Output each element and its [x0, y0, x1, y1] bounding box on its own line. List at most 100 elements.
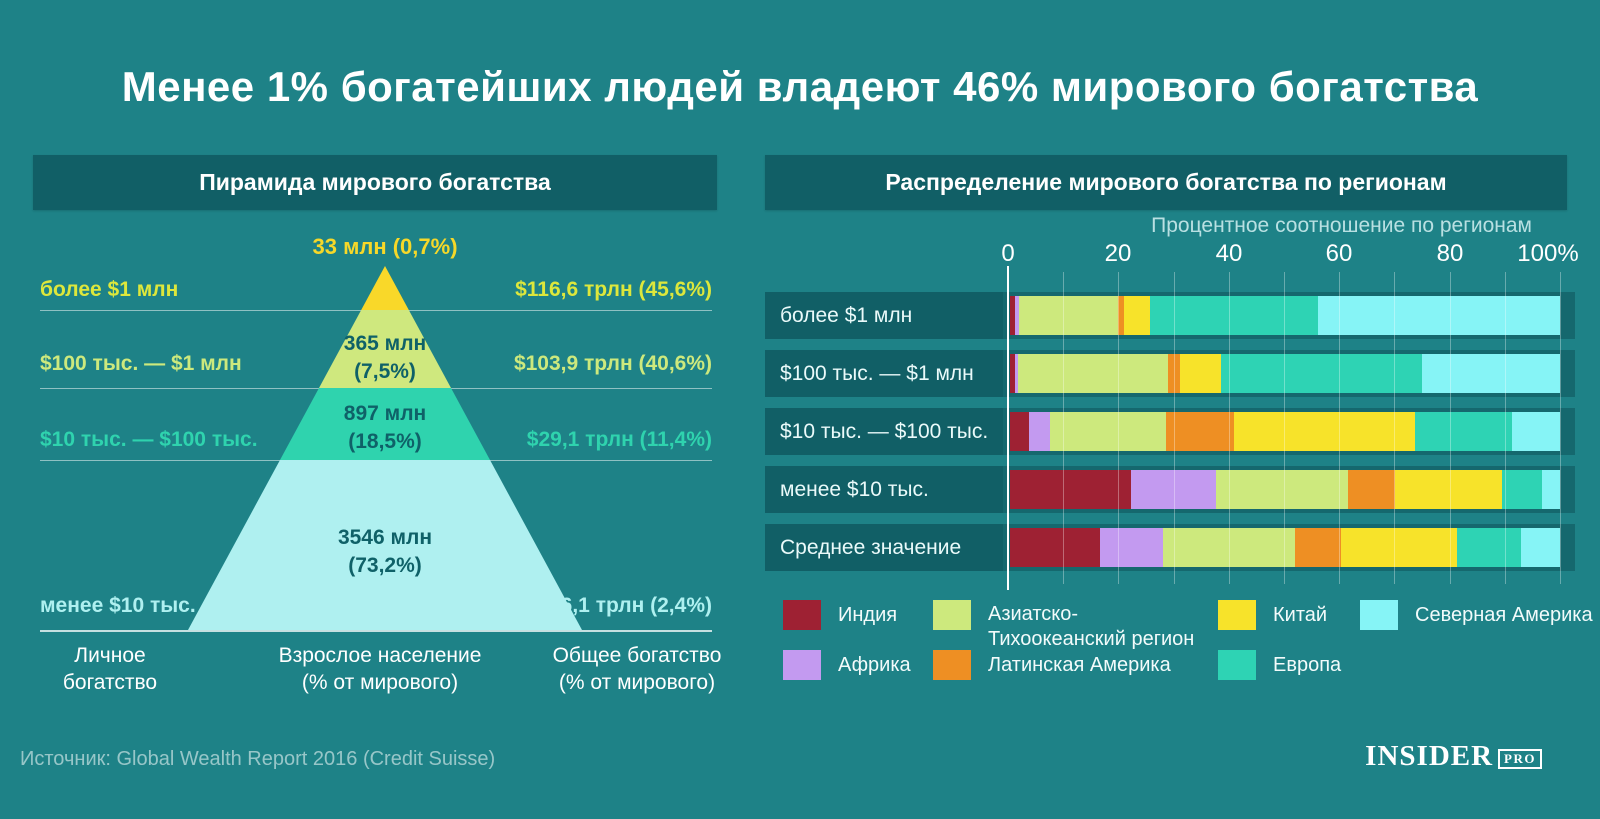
range-label-4: менее $10 тыс.: [40, 594, 196, 617]
legend-label: Индия: [838, 604, 898, 626]
row-label-box: Среднее значение: [765, 524, 1003, 571]
stacked-bar: [1010, 296, 1560, 335]
bar-segment: [1050, 412, 1166, 451]
legend-item-latin-america: Латинская Америка: [933, 650, 1171, 680]
bar-segment: [1017, 354, 1168, 393]
pyramid-level-top: [361, 266, 409, 310]
bar-segment: [1512, 412, 1560, 451]
bar-segment: [1010, 470, 1131, 509]
axis-tick-100: 100%: [1517, 240, 1579, 267]
pyramid-level-3: [280, 388, 490, 460]
bar-segment: [1010, 354, 1015, 393]
stacked-bar: [1010, 470, 1560, 509]
bar-segment: [1521, 528, 1560, 567]
caption-total-wealth: Общее богатство (% от мирового): [552, 644, 722, 695]
stacked-bar: [1010, 354, 1560, 393]
pyramid-inner-label-3: 897 млн (18,5%): [343, 402, 427, 454]
axis-tick-0: 0: [1001, 240, 1015, 267]
bar-segment: [1010, 528, 1100, 567]
bar-segment: [1099, 528, 1164, 567]
legend-item-asia-pacific: Азиатско-Тихоокеанский регион: [933, 600, 1208, 652]
bar-segment: [1165, 412, 1234, 451]
bar-segment: [1118, 296, 1125, 335]
pyramid-panel-header: Пирамида мирового богатства: [33, 155, 717, 210]
row-label: менее $10 тыс.: [780, 477, 929, 501]
range-label-1: более $1 млн: [40, 278, 179, 301]
range-label-2: $100 тыс. — $1 млн: [40, 352, 242, 375]
bar-segment: [1220, 354, 1422, 393]
axis-subtitle: Процентное соотношение по регионам: [1151, 214, 1532, 237]
wealth-label-1: $116,6 трлн (45,6%): [515, 278, 712, 301]
bar-segment: [1163, 528, 1296, 567]
bar-segment: [1341, 528, 1457, 567]
legend-item-europe: Европа: [1218, 650, 1341, 680]
bar-segment: [1502, 470, 1543, 509]
logo-wordmark: INSIDER: [1365, 740, 1494, 772]
china-swatch-icon: [1218, 600, 1256, 630]
latin-america-swatch-icon: [933, 650, 971, 680]
legend-label: Европа: [1273, 654, 1342, 676]
bar-segment: [1542, 470, 1560, 509]
axis-tick-20: 20: [1104, 240, 1132, 267]
page-title: Менее 1% богатейших людей владеют 46% ми…: [121, 63, 1479, 110]
bar-segment: [1348, 470, 1395, 509]
bar-segment: [1010, 296, 1015, 335]
bar-segment: [1421, 354, 1560, 393]
source-text: Источник: Global Wealth Report 2016 (Cre…: [20, 748, 496, 770]
bar-row-100k-1mln: $100 тыс. — $1 млн: [765, 350, 1575, 397]
legend-item-china: Китай: [1218, 600, 1327, 630]
axis-tick-80: 80: [1436, 240, 1464, 267]
row-label-box: более $1 млн: [765, 292, 1003, 339]
bar-segment: [1010, 412, 1030, 451]
stacked-bar: [1010, 528, 1560, 567]
caption-adult-population: Взрослое население (% от мирового): [278, 644, 482, 695]
legend-label: Латинская Америка: [988, 654, 1171, 676]
row-label: $10 тыс. — $100 тыс.: [780, 419, 989, 443]
bar-segment: [1456, 528, 1522, 567]
bar-segment: [1029, 412, 1051, 451]
legend-label: Азиатско-Тихоокеанский регион: [988, 603, 1195, 650]
regions-panel-header: Распределение мирового богатства по реги…: [765, 155, 1567, 210]
row-label-box: менее $10 тыс.: [765, 466, 1003, 513]
legend-item-india: Индия: [783, 600, 897, 630]
pyramid-base-line: [40, 630, 712, 632]
stacked-bar: [1010, 412, 1560, 451]
logo-pro-badge: PRO: [1498, 748, 1542, 769]
row-label-box: $10 тыс. — $100 тыс.: [765, 408, 1003, 455]
row-label: Среднее значение: [780, 535, 962, 559]
bar-segment: [1014, 354, 1018, 393]
axis-tick-40: 40: [1215, 240, 1243, 267]
africa-swatch-icon: [783, 650, 821, 680]
india-swatch-icon: [783, 600, 821, 630]
bar-row-more-1mln: более $1 млн: [765, 292, 1575, 339]
pyramid-apex-label: 33 млн (0,7%): [312, 234, 458, 259]
bar-segment: [1124, 296, 1151, 335]
bar-segment: [1014, 296, 1020, 335]
bar-row-less-10k: менее $10 тыс.: [765, 466, 1575, 513]
bar-segment: [1395, 470, 1503, 509]
wealth-label-3: $29,1 трлн (11,4%): [526, 428, 712, 451]
row-label-box: $100 тыс. — $1 млн: [765, 350, 1003, 397]
bar-row-average: Среднее значение: [765, 524, 1575, 571]
bar-segment: [1317, 296, 1560, 335]
row-label: более $1 млн: [780, 303, 913, 327]
bar-segment: [1233, 412, 1416, 451]
legend-label: Африка: [838, 654, 911, 676]
bar-segment: [1167, 354, 1181, 393]
bar-segment: [1180, 354, 1221, 393]
bar-segment: [1131, 470, 1217, 509]
pyramid-inner-label-4: 3546 млн (73,2%): [337, 526, 433, 578]
bar-segment: [1019, 296, 1119, 335]
caption-personal-wealth: Личное богатство: [62, 644, 158, 695]
legend-item-africa: Африка: [783, 650, 911, 680]
wealth-label-2: $103,9 трлн (40,6%): [513, 352, 712, 375]
bar-row-10k-100k: $10 тыс. — $100 тыс.: [765, 408, 1575, 455]
bar-segment: [1216, 470, 1349, 509]
axis-tick-60: 60: [1325, 240, 1353, 267]
legend-item-north-america: Северная Америка: [1360, 600, 1593, 630]
legend-label: Северная Америка: [1415, 604, 1593, 626]
legend-label: Китай: [1273, 604, 1328, 626]
pyramid-inner-label-2: 365 млн (7,5%): [343, 332, 427, 384]
europe-swatch-icon: [1218, 650, 1256, 680]
wealth-label-4: $6,1 трлн (2,4%): [548, 594, 712, 617]
